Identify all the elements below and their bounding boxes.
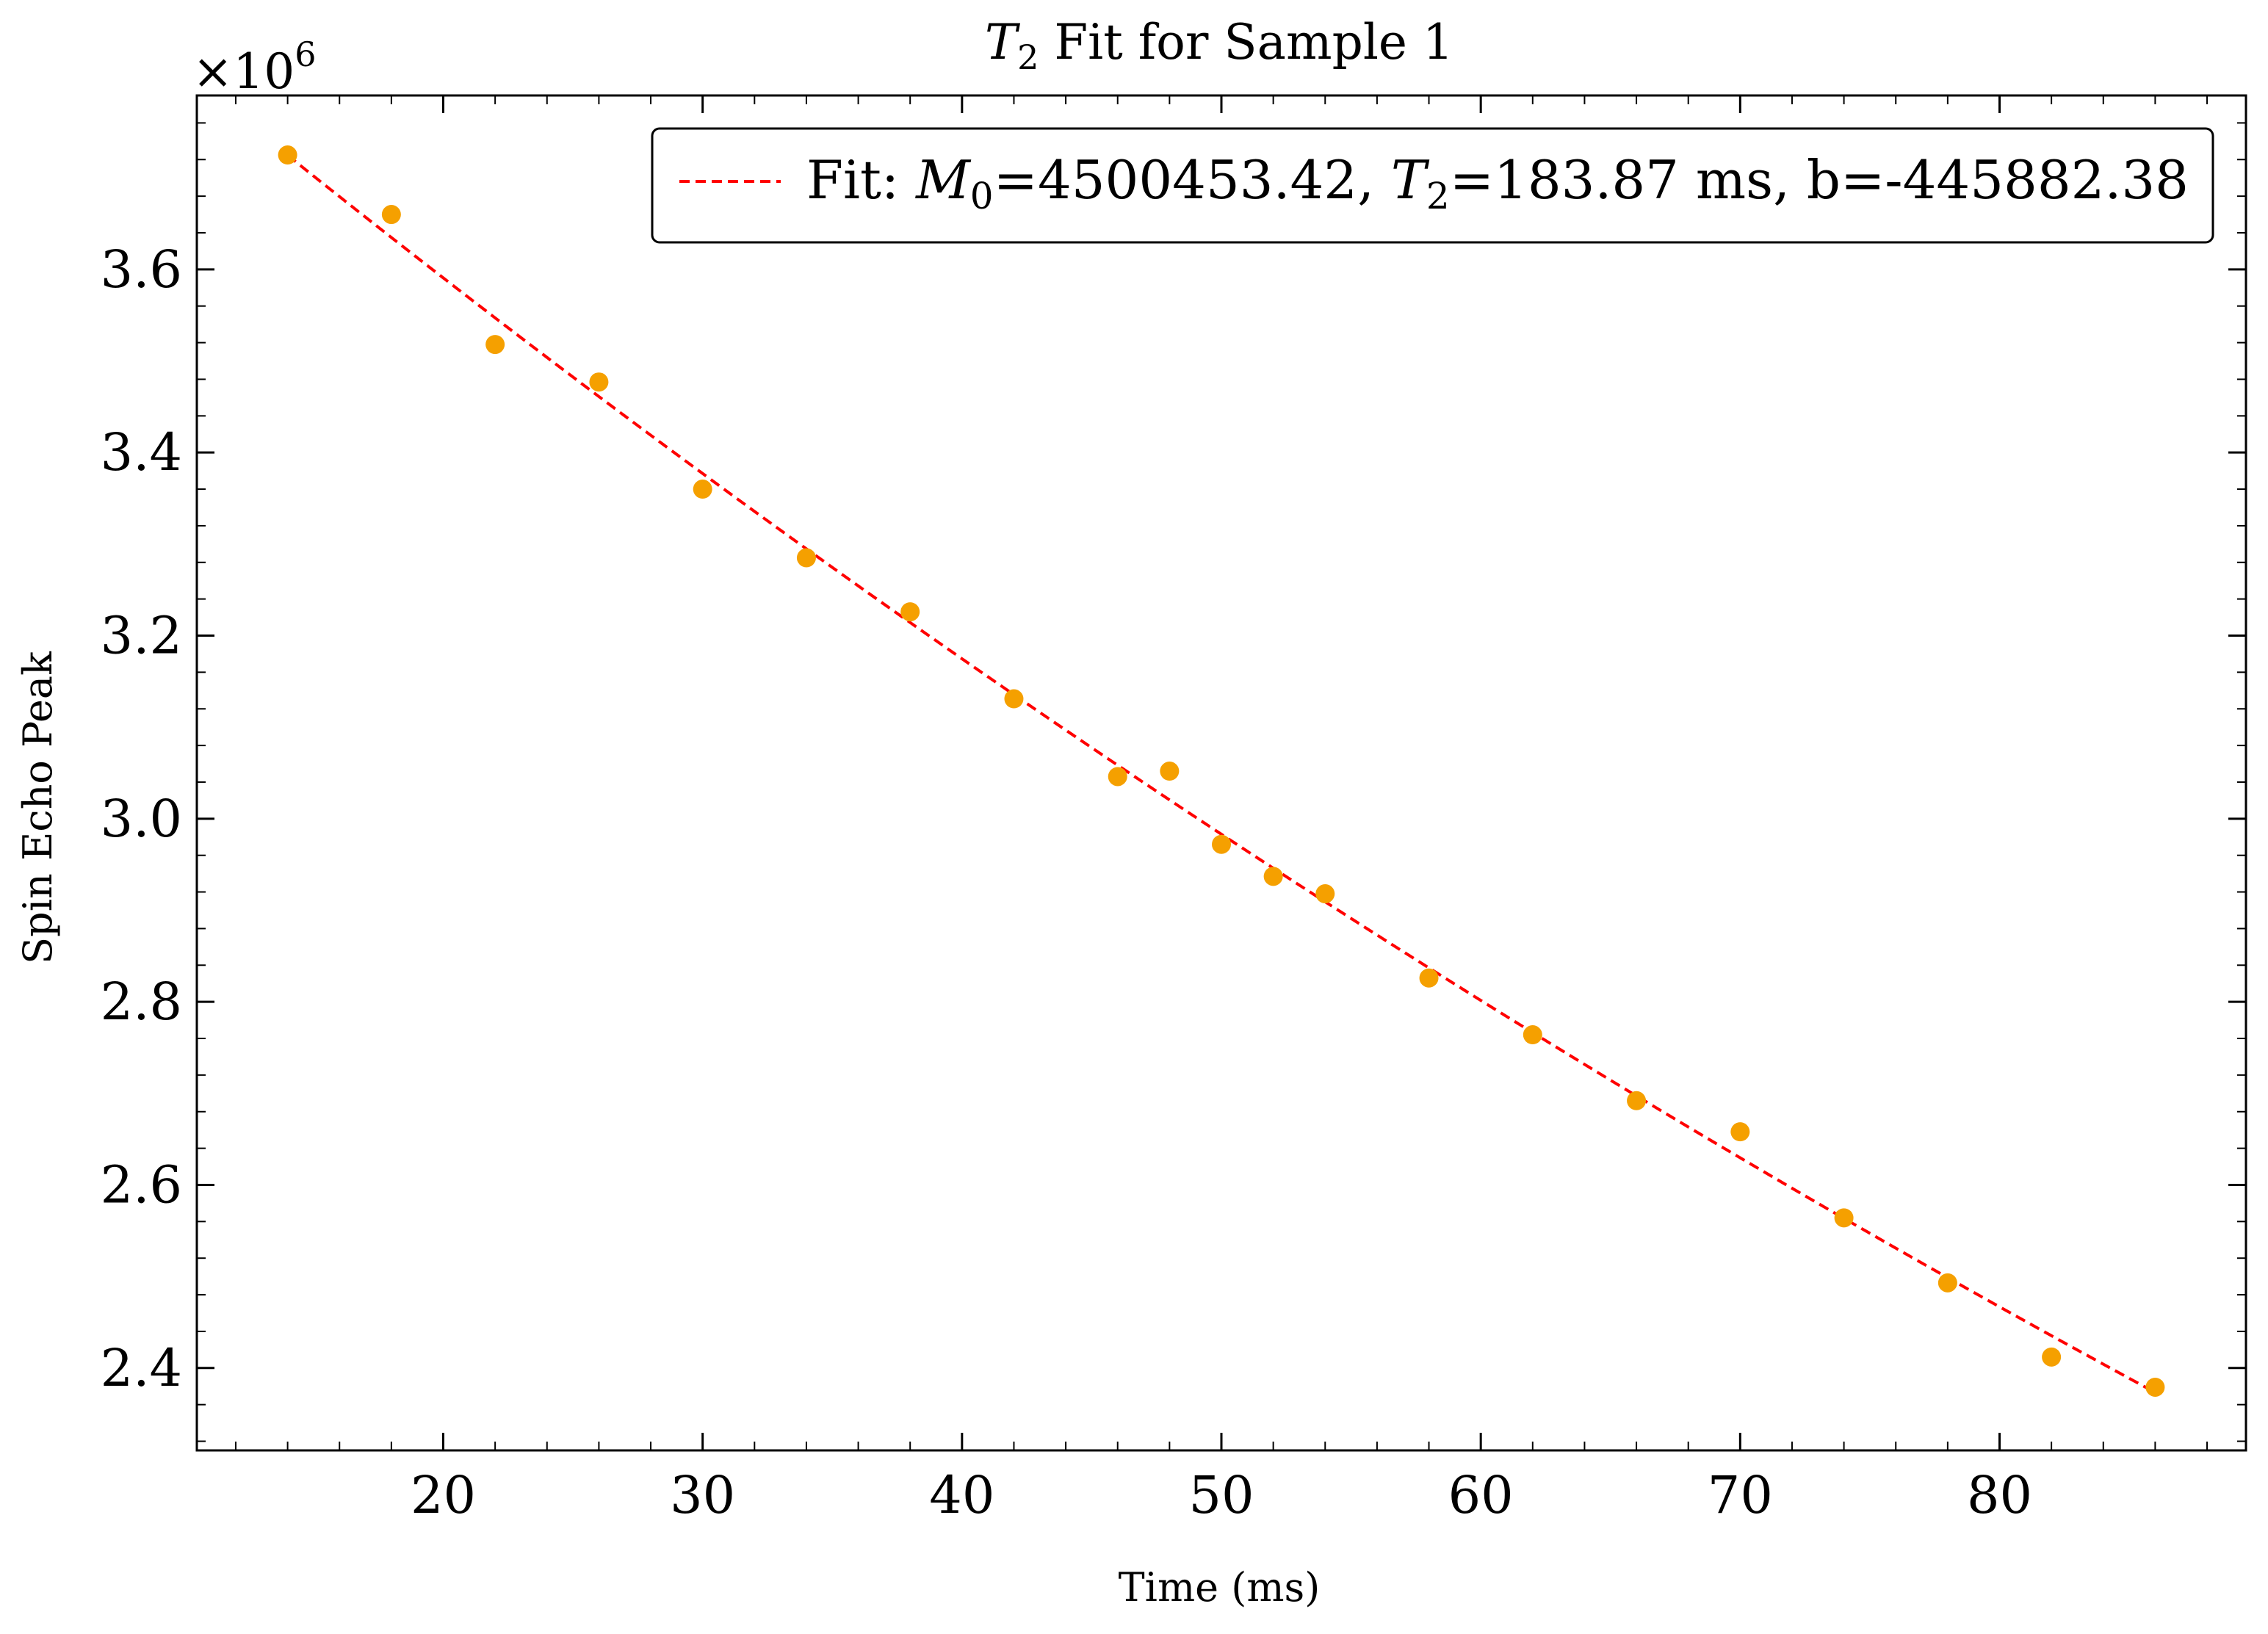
data-point [1627, 1091, 1647, 1110]
data-point [1263, 867, 1283, 886]
data-point [1160, 762, 1180, 781]
x-tick-label: 60 [1448, 1465, 1514, 1525]
x-tick-label: 50 [1188, 1465, 1254, 1525]
x-tick-label: 70 [1708, 1465, 1773, 1525]
data-point [1212, 834, 1231, 854]
data-point [1937, 1273, 1957, 1293]
y-multiplier-label: ×106 [192, 35, 317, 100]
data-point [381, 205, 401, 225]
data-point [1834, 1208, 1854, 1228]
data-point [1419, 968, 1439, 988]
plot-area [195, 94, 2247, 1452]
legend-box [651, 127, 2214, 244]
y-tick-label: 3.0 [101, 789, 182, 849]
data-points [278, 145, 2165, 1397]
legend: Fit: M0=4500453.42, T2=183.87 ms, b=-445… [651, 127, 2214, 244]
axis-ticks [197, 95, 2246, 1450]
x-axis-label: Time (ms) [1119, 1564, 1321, 1610]
data-point [900, 602, 920, 622]
data-point [485, 335, 505, 355]
data-point [693, 480, 712, 499]
data-point [1004, 689, 1024, 709]
data-point [1730, 1122, 1750, 1142]
data-point [589, 372, 609, 392]
data-point [1315, 884, 1335, 904]
x-tick-label: 40 [929, 1465, 994, 1525]
y-axis-label: Spin Echo Peak [15, 651, 61, 964]
data-point [278, 145, 297, 165]
chart-title: T2 Fit for Sample 1 [985, 14, 1453, 77]
data-point [2042, 1347, 2062, 1367]
y-tick-label: 3.2 [101, 606, 182, 666]
data-point [2145, 1377, 2165, 1397]
x-tick-labels: 20 30 40 50 60 70 80 [411, 1465, 2032, 1525]
data-point [1523, 1025, 1542, 1045]
legend-label: Fit: M0=4500453.42, T2=183.87 ms, b=-445… [806, 149, 2189, 217]
data-point [796, 548, 816, 568]
x-tick-label: 20 [411, 1465, 476, 1525]
fit-line [286, 153, 2156, 1394]
y-tick-label: 2.8 [101, 972, 182, 1032]
y-tick-labels: 2.4 2.6 2.8 3.0 3.2 3.4 3.6 [101, 239, 182, 1398]
y-tick-label: 2.6 [101, 1154, 182, 1215]
data-point [1108, 767, 1127, 787]
y-tick-label: 3.6 [101, 239, 182, 300]
x-tick-label: 30 [670, 1465, 735, 1525]
x-tick-label: 80 [1967, 1465, 2032, 1525]
y-tick-label: 2.4 [101, 1338, 182, 1398]
y-tick-label: 3.4 [101, 422, 182, 482]
